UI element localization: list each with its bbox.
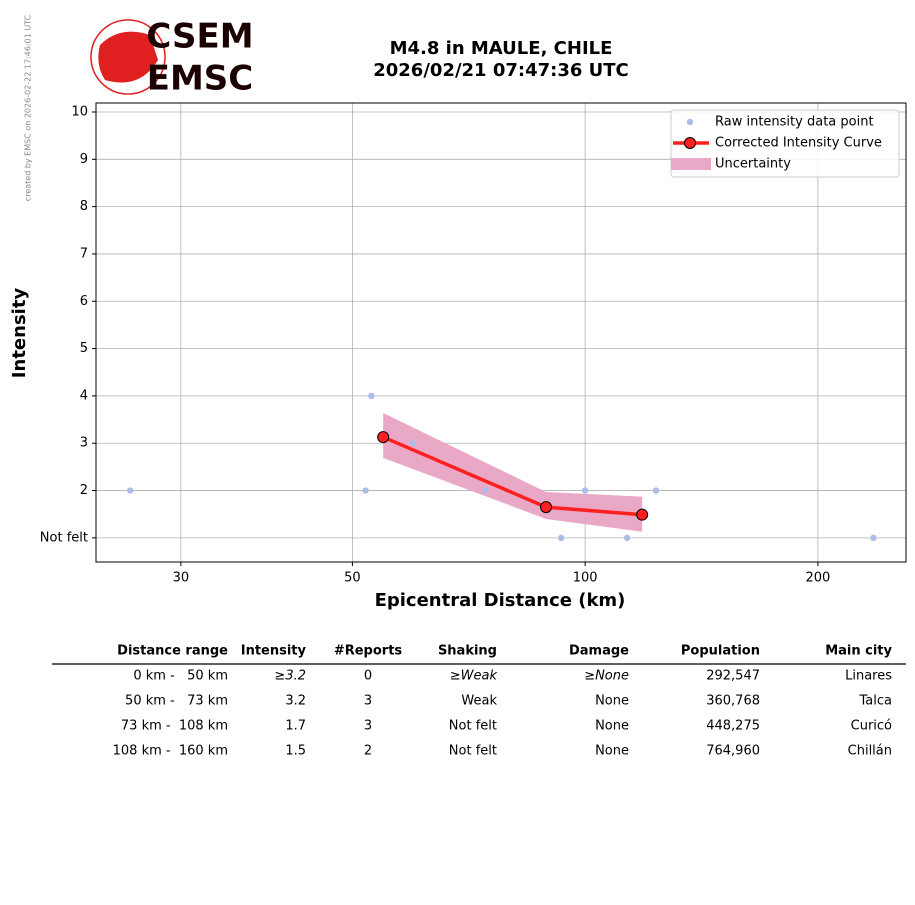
chart-title: M4.8 in MAULE, CHILE	[390, 38, 613, 59]
chart-subtitle: 2026/02/21 07:47:36 UTC	[373, 60, 629, 81]
y-tick-label: 6	[80, 294, 88, 309]
x-tick-label: 30	[173, 571, 190, 586]
table-cell: Linares	[845, 669, 892, 684]
x-tick-label: 100	[573, 571, 598, 586]
data-point	[623, 534, 631, 542]
logo-circle	[90, 19, 166, 95]
curve-marker	[636, 508, 649, 521]
table-header: #Reports	[334, 644, 403, 659]
table-cell: ≥Weak	[450, 669, 498, 684]
legend-box	[670, 109, 900, 178]
table-cell: ≥None	[584, 669, 629, 684]
table-cell: Curicó	[851, 719, 892, 734]
y-tick-label: Not felt	[40, 530, 88, 545]
table-cell: 3.2	[285, 694, 306, 709]
table-cell: 448,275	[706, 719, 760, 734]
x-tick-label: 200	[805, 571, 830, 586]
data-point	[581, 487, 589, 494]
legend-label: Corrected Intensity Curve	[715, 136, 882, 151]
table-cell: Not felt	[449, 719, 497, 734]
y-tick-label: 5	[80, 341, 88, 356]
y-tick-label: 3	[80, 436, 88, 451]
legend-symbol	[671, 158, 711, 170]
table-cell: Talca	[859, 694, 892, 709]
table-header: Main city	[825, 644, 892, 659]
data-point	[870, 534, 877, 542]
data-point	[652, 487, 660, 494]
table-cell: 0	[364, 669, 372, 684]
table-cell: 50 km - 73 km	[125, 694, 228, 709]
credit: created by EMSC on 2026-02-22 17:46:01 U…	[24, 14, 33, 201]
table-cell: 1.7	[285, 719, 306, 734]
y-tick-label: 9	[80, 152, 88, 167]
table-cell: None	[595, 744, 629, 759]
table-cell: None	[595, 719, 629, 734]
table-cell: Not felt	[449, 744, 497, 759]
table-cell: 73 km - 108 km	[121, 719, 228, 734]
legend-symbol	[686, 118, 694, 126]
data-point	[127, 487, 134, 494]
legend-label: Raw intensity data point	[715, 115, 874, 130]
data-point	[362, 487, 369, 494]
logo-top: CSEM	[146, 17, 253, 57]
curve-marker	[377, 431, 390, 444]
table-cell: 2	[364, 744, 372, 759]
table-cell: None	[595, 694, 629, 709]
x-axis-label: Epicentral Distance (km)	[375, 590, 626, 611]
table-cell: 3	[364, 719, 372, 734]
table-cell: 360,768	[706, 694, 760, 709]
table-cell: Chillán	[848, 744, 892, 759]
table-header: Damage	[569, 644, 629, 659]
data-point	[368, 392, 375, 400]
legend-label: Uncertainty	[715, 157, 791, 172]
y-tick-label: 4	[80, 388, 88, 403]
table-header: Shaking	[438, 644, 497, 659]
table-cell: 108 km - 160 km	[113, 744, 228, 759]
data-point	[557, 534, 565, 542]
logo-bottom: EMSC	[147, 59, 254, 99]
logo: CSEM EMSC	[90, 17, 254, 99]
curve-marker	[540, 501, 553, 514]
table-header: Population	[681, 644, 760, 659]
table-cell: 1.5	[285, 744, 306, 759]
data-point	[409, 440, 416, 447]
data-point	[482, 487, 489, 494]
uncertainty-band	[383, 412, 643, 532]
table-cell: 764,960	[706, 744, 760, 759]
table-header: Intensity	[241, 644, 307, 659]
table-cell: ≥3.2	[274, 669, 306, 684]
legend: Raw intensity data point Corrected Intens…	[670, 109, 900, 178]
x-tick-label: 50	[344, 571, 361, 586]
y-tick-label: 8	[80, 199, 88, 214]
y-axis-label: Intensity	[9, 288, 30, 379]
y-tick-label: 2	[80, 483, 88, 498]
table-cell: 292,547	[706, 669, 760, 684]
y-tick-label: 10	[71, 104, 88, 119]
plot-frame	[95, 102, 907, 563]
table-cell: 0 km - 50 km	[133, 669, 228, 684]
table-cell: Weak	[461, 694, 497, 709]
legend-symbol	[684, 137, 696, 149]
logo-map	[98, 31, 158, 83]
y-tick-label: 7	[80, 246, 88, 261]
table-cell: 3	[364, 694, 372, 709]
table-header: Distance range	[117, 644, 228, 659]
